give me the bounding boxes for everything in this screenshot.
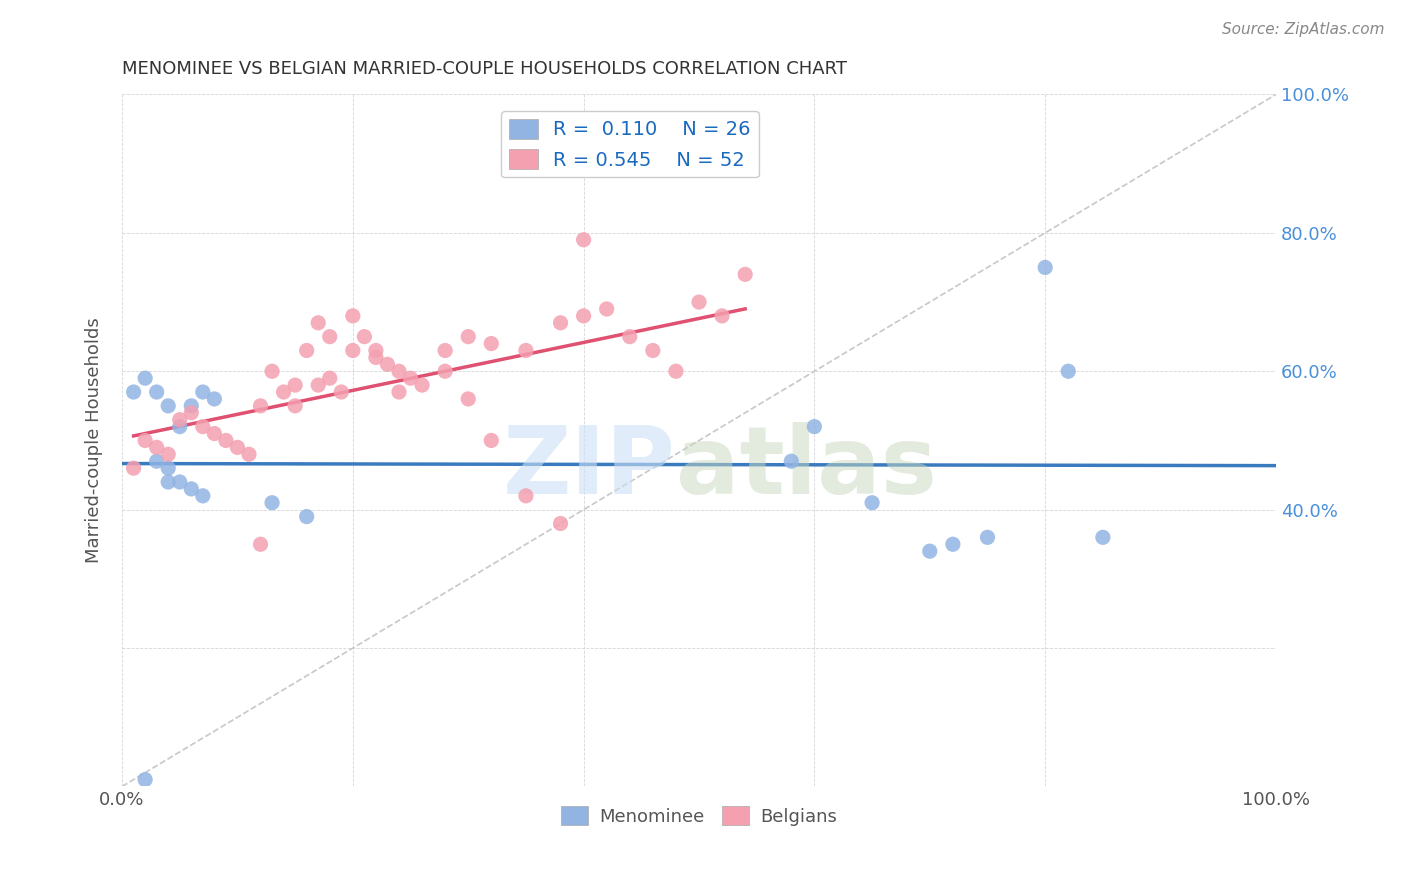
Point xyxy=(515,489,537,503)
Text: atlas: atlas xyxy=(676,422,936,514)
Text: Source: ZipAtlas.com: Source: ZipAtlas.com xyxy=(1222,22,1385,37)
Point xyxy=(295,343,318,358)
Point xyxy=(342,309,364,323)
Point xyxy=(307,316,329,330)
Point xyxy=(238,447,260,461)
Text: ZIP: ZIP xyxy=(503,422,676,514)
Point xyxy=(180,482,202,496)
Point xyxy=(226,441,249,455)
Point xyxy=(711,309,734,323)
Point xyxy=(134,772,156,787)
Point xyxy=(180,399,202,413)
Point xyxy=(596,301,619,316)
Point xyxy=(434,364,457,378)
Point xyxy=(364,343,387,358)
Y-axis label: Married-couple Households: Married-couple Households xyxy=(86,318,103,564)
Point xyxy=(319,329,342,343)
Point xyxy=(619,329,641,343)
Text: MENOMINEE VS BELGIAN MARRIED-COUPLE HOUSEHOLDS CORRELATION CHART: MENOMINEE VS BELGIAN MARRIED-COUPLE HOUS… xyxy=(122,60,846,78)
Point xyxy=(134,371,156,385)
Point xyxy=(307,378,329,392)
Point xyxy=(145,454,167,468)
Point xyxy=(479,336,502,351)
Point xyxy=(145,441,167,455)
Point xyxy=(434,343,457,358)
Point xyxy=(319,371,342,385)
Point xyxy=(572,309,595,323)
Point xyxy=(550,316,572,330)
Point xyxy=(860,496,883,510)
Point xyxy=(399,371,422,385)
Point xyxy=(457,329,479,343)
Point xyxy=(157,447,180,461)
Point xyxy=(572,233,595,247)
Point xyxy=(918,544,941,558)
Point xyxy=(353,329,375,343)
Point xyxy=(169,475,191,489)
Point xyxy=(342,343,364,358)
Point xyxy=(249,399,271,413)
Point xyxy=(249,537,271,551)
Point xyxy=(157,475,180,489)
Point xyxy=(273,384,295,399)
Point xyxy=(215,434,238,448)
Point xyxy=(976,530,998,544)
Point xyxy=(411,378,433,392)
Point xyxy=(377,357,399,371)
Point xyxy=(134,434,156,448)
Point xyxy=(515,343,537,358)
Point xyxy=(688,295,710,310)
Point xyxy=(122,461,145,475)
Point xyxy=(284,399,307,413)
Point xyxy=(1033,260,1056,275)
Point xyxy=(191,384,214,399)
Point xyxy=(550,516,572,531)
Point xyxy=(364,351,387,365)
Point xyxy=(388,364,411,378)
Point xyxy=(734,268,756,282)
Legend: Menominee, Belgians: Menominee, Belgians xyxy=(554,799,844,833)
Point xyxy=(479,434,502,448)
Point xyxy=(1057,364,1080,378)
Point xyxy=(169,419,191,434)
Point xyxy=(780,454,803,468)
Point xyxy=(202,392,225,406)
Point xyxy=(803,419,825,434)
Point xyxy=(942,537,965,551)
Point xyxy=(641,343,664,358)
Point xyxy=(191,489,214,503)
Point xyxy=(202,426,225,441)
Point xyxy=(157,461,180,475)
Point xyxy=(457,392,479,406)
Point xyxy=(157,399,180,413)
Point xyxy=(260,496,283,510)
Point xyxy=(169,413,191,427)
Point xyxy=(145,384,167,399)
Point xyxy=(180,406,202,420)
Point xyxy=(284,378,307,392)
Point xyxy=(260,364,283,378)
Point xyxy=(388,384,411,399)
Point xyxy=(1091,530,1114,544)
Point xyxy=(122,384,145,399)
Point xyxy=(665,364,688,378)
Point xyxy=(330,384,353,399)
Point xyxy=(295,509,318,524)
Point xyxy=(191,419,214,434)
